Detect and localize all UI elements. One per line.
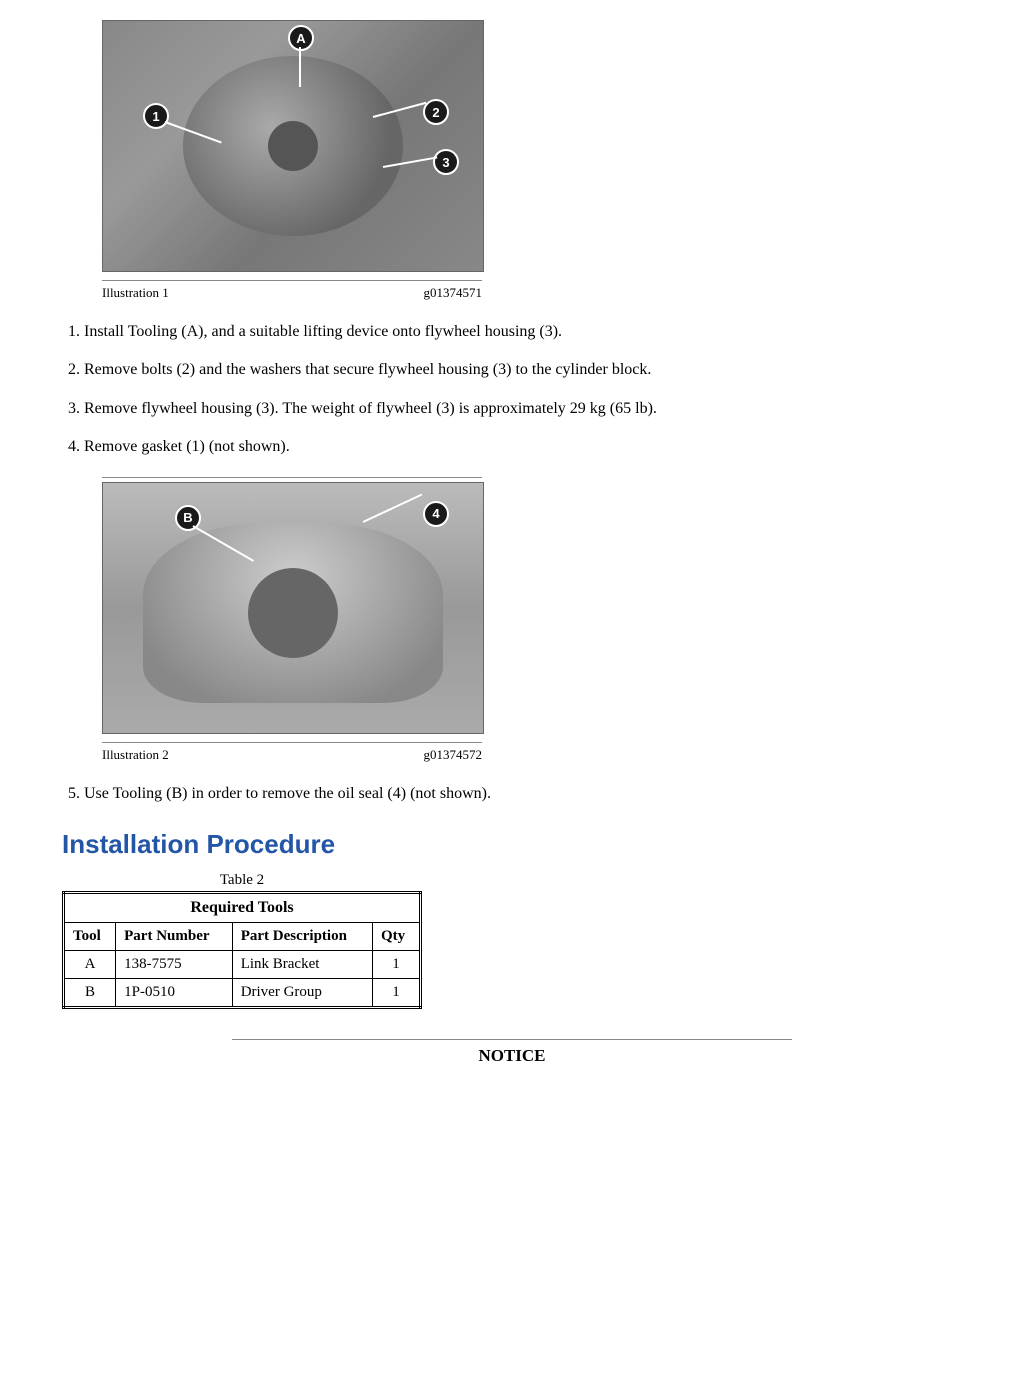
illustration-2-image: B 4 [102, 482, 484, 734]
table-2-caption: Table 2 [62, 872, 422, 889]
cell-qty: 1 [372, 950, 420, 978]
notice-label: NOTICE [232, 1046, 792, 1066]
notice-rule-top [232, 1039, 792, 1040]
illustration-1-code: g01374571 [424, 285, 483, 301]
illustration-rule [102, 280, 482, 281]
col-tool: Tool [64, 922, 116, 950]
cell-partnum: 1P-0510 [116, 978, 233, 1007]
steps-list-2: Use Tooling (B) in order to remove the o… [62, 783, 962, 805]
illustration-2-label: Illustration 2 [102, 747, 169, 763]
step-3: Remove flywheel housing (3). The weight … [84, 398, 962, 420]
table-header: Required Tools [64, 892, 421, 922]
cell-partnum: 138-7575 [116, 950, 233, 978]
col-qty: Qty [372, 922, 420, 950]
cell-qty: 1 [372, 978, 420, 1007]
cell-partdesc: Driver Group [232, 978, 372, 1007]
illustration-2-code: g01374572 [424, 747, 483, 763]
illustration-1-block: A 1 2 3 Illustration 1 g01374571 [102, 20, 962, 301]
section-title: Installation Procedure [62, 829, 962, 860]
col-partnum: Part Number [116, 922, 233, 950]
cell-partdesc: Link Bracket [232, 950, 372, 978]
steps-list-1: Install Tooling (A), and a suitable lift… [62, 321, 962, 459]
illustration-1-caption: Illustration 1 g01374571 [102, 285, 482, 301]
notice-block: NOTICE [232, 1039, 792, 1066]
col-partdesc: Part Description [232, 922, 372, 950]
step-1: Install Tooling (A), and a suitable lift… [84, 321, 962, 343]
table-row: A 138-7575 Link Bracket 1 [64, 950, 421, 978]
callout-4: 4 [423, 501, 449, 527]
illustration-2-caption: Illustration 2 g01374572 [102, 747, 482, 763]
cell-tool: A [64, 950, 116, 978]
required-tools-table: Required Tools Tool Part Number Part Des… [62, 891, 422, 1009]
step-2: Remove bolts (2) and the washers that se… [84, 359, 962, 381]
cell-tool: B [64, 978, 116, 1007]
callout-2: 2 [423, 99, 449, 125]
illustration-1-label: Illustration 1 [102, 285, 169, 301]
illustration-rule-bottom [102, 742, 482, 743]
callout-a: A [288, 25, 314, 51]
illustration-rule-top [102, 477, 482, 478]
illustration-2-block: B 4 Illustration 2 g01374572 [102, 477, 962, 763]
step-5: Use Tooling (B) in order to remove the o… [84, 783, 962, 805]
step-4: Remove gasket (1) (not shown). [84, 436, 962, 458]
illustration-1-image: A 1 2 3 [102, 20, 484, 272]
table-row: B 1P-0510 Driver Group 1 [64, 978, 421, 1007]
callout-1: 1 [143, 103, 169, 129]
callout-3: 3 [433, 149, 459, 175]
